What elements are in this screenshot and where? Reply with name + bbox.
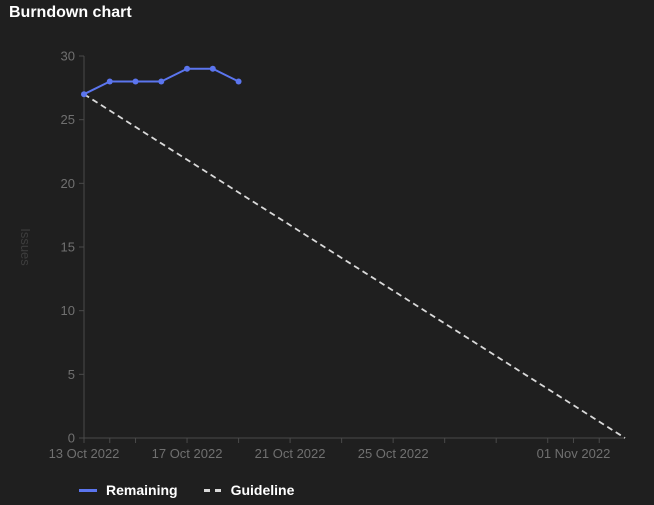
data-point-remaining [132, 78, 139, 85]
legend-item-remaining[interactable]: Remaining [79, 482, 178, 498]
legend-label-remaining: Remaining [106, 482, 178, 498]
data-point-remaining [106, 78, 113, 85]
data-point-remaining [184, 65, 191, 72]
y-axis-title: Issues [18, 228, 33, 266]
y-tick-label: 0 [68, 431, 75, 446]
axes: 0 5 10 15 20 25 30 Issues 13 Oct 2022 17 Oct 2022… [18, 49, 625, 461]
legend-label-guideline: Guideline [230, 482, 295, 498]
data-point-remaining [81, 91, 87, 98]
chart-title: Burndown chart [9, 4, 132, 21]
y-tick-label: 15 [61, 240, 75, 255]
data-point-remaining [209, 65, 216, 72]
x-tick-label: 13 Oct 2022 [49, 446, 120, 461]
series-line-guideline [83, 93, 626, 439]
y-tick-label: 10 [61, 303, 75, 318]
y-tick-label: 20 [61, 176, 75, 191]
legend-swatch-guideline [203, 488, 222, 492]
series-layer [81, 65, 626, 439]
x-tick-label: 25 Oct 2022 [358, 446, 429, 461]
y-tick-label: 25 [61, 112, 75, 127]
legend-item-guideline[interactable]: Guideline [203, 482, 295, 498]
burndown-chart: 0 5 10 15 20 25 30 Issues 13 Oct 2022 17 Oct 2022… [18, 49, 626, 461]
x-tick-label: 01 Nov 2022 [537, 446, 611, 461]
data-point-remaining [235, 78, 242, 85]
y-tick-label: 5 [68, 367, 75, 382]
data-point-remaining [158, 78, 165, 85]
legend-swatch-remaining [79, 488, 97, 492]
x-tick-label: 21 Oct 2022 [255, 446, 326, 461]
y-tick-label: 30 [61, 49, 75, 64]
chart-legend: Remaining Guideline [79, 480, 294, 500]
x-tick-label: 17 Oct 2022 [152, 446, 223, 461]
